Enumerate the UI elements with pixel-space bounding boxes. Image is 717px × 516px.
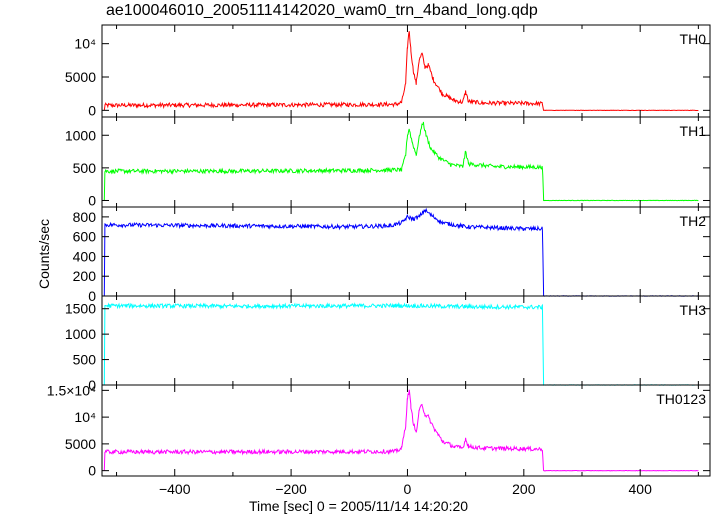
- y-tick-label: 400: [73, 248, 97, 264]
- x-tick-label: 400: [629, 481, 653, 497]
- panel-label: TH3: [680, 302, 707, 318]
- y-tick-label: 600: [73, 229, 97, 245]
- panel-label: TH1: [680, 123, 707, 139]
- y-tick-label: 5000: [65, 69, 96, 85]
- y-tick-label: 0: [88, 102, 96, 118]
- series-line-th3: [103, 301, 699, 386]
- panel-frame: [101, 384, 711, 477]
- y-tick-label: 500: [73, 352, 97, 368]
- x-tick-label: −400: [159, 481, 191, 497]
- series-line-th0123: [103, 389, 699, 472]
- y-tick-label: 10⁴: [74, 36, 96, 52]
- y-tick-label: 200: [73, 268, 97, 284]
- x-axis-label: Time [sec] 0 = 2005/11/14 14:20:20: [248, 498, 469, 514]
- y-tick-label: 0: [88, 192, 96, 208]
- series-line-th1: [103, 121, 699, 202]
- x-tick-label: −200: [275, 481, 307, 497]
- y-tick-label: 1.5×10⁴: [47, 382, 96, 398]
- y-tick-label: 0: [88, 463, 96, 479]
- y-tick-label: 500: [73, 160, 97, 176]
- panel-label: TH0123: [656, 391, 706, 407]
- series-line-th0: [103, 31, 699, 112]
- series-line-th2: [103, 207, 699, 297]
- y-tick-label: 1000: [65, 326, 96, 342]
- x-tick-label: 200: [512, 481, 536, 497]
- y-tick-label: 1000: [65, 127, 96, 143]
- panel-label: TH2: [680, 213, 707, 229]
- panel-frame: [101, 116, 711, 208]
- panel-label: TH0: [680, 31, 707, 47]
- y-tick-label: 800: [73, 209, 97, 225]
- chart-title: ae100046010_20051114142020_wam0_trn_4ban…: [106, 2, 538, 19]
- y-tick-label: 5000: [65, 436, 96, 452]
- y-tick-label: 0: [88, 288, 96, 304]
- x-tick-label: 0: [404, 481, 412, 497]
- y-tick-label: 1500: [65, 301, 96, 317]
- panel-frame: [101, 295, 711, 386]
- y-tick-label: 0: [88, 377, 96, 393]
- y-tick-label: 10⁴: [74, 409, 96, 425]
